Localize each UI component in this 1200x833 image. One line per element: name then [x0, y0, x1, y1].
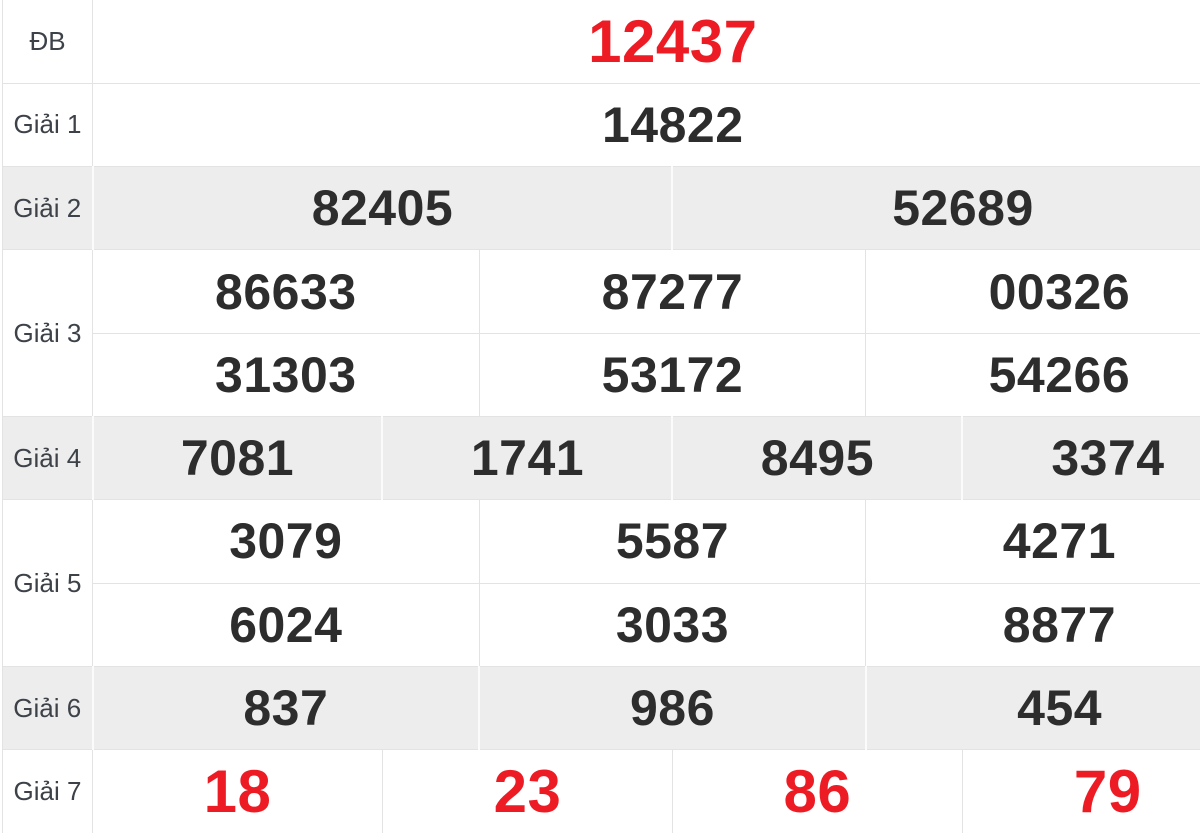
prize-number: 86633 [92, 249, 480, 334]
prize-number: 14822 [91, 82, 1200, 167]
prize-row-giai-7: Giải 7 18 23 86 79 [2, 749, 1200, 833]
prize-row-giai-4: Giải 4 7081 1741 8495 3374 [2, 415, 1200, 500]
prize-number-giai-7: 18 [92, 749, 383, 833]
prize-number: 31303 [92, 332, 480, 417]
prize-number: 6024 [92, 582, 480, 667]
row-label-db: ĐB [2, 0, 93, 84]
prize-row-giai-2: Giải 2 82405 52689 [2, 166, 1200, 250]
prize-row-giai-3: Giải 3 86633 87277 00326 [2, 249, 1200, 417]
prize-row-giai-3b: 31303 53172 54266 [3, 332, 1200, 417]
row-label-giai-2: Giải 2 [2, 166, 93, 250]
row-label-giai-7: Giải 7 [2, 749, 93, 833]
prize-number: 54266 [865, 332, 1200, 417]
row-label-giai-6: Giải 6 [2, 665, 93, 750]
prize-row-db: ĐB 12437 [2, 0, 1200, 84]
prize-row-giai-6: Giải 6 837 986 454 [2, 665, 1200, 750]
prize-number: 3079 [92, 499, 480, 584]
prize-number: 4271 [865, 499, 1200, 584]
prize-row-giai-5b: 6024 3033 8877 [3, 582, 1200, 667]
prize-number: 8877 [865, 582, 1200, 667]
prize-number: 3033 [478, 582, 866, 667]
prize-number: 82405 [91, 166, 673, 250]
prize-number: 52689 [671, 166, 1200, 250]
prize-number: 87277 [478, 249, 866, 334]
prize-number: 7081 [91, 415, 383, 500]
prize-number: 1741 [381, 415, 673, 500]
prize-number: 3374 [961, 415, 1200, 500]
prize-number: 53172 [478, 332, 866, 417]
prize-number: 837 [91, 665, 480, 750]
prize-number: 986 [478, 665, 866, 750]
prize-row-giai-1: Giải 1 14822 [2, 82, 1200, 167]
row-label-giai-5: Giải 5 [2, 499, 93, 667]
row-label-giai-4: Giải 4 [2, 415, 93, 500]
prize-row-giai-5: Giải 5 3079 5587 4271 [2, 499, 1200, 667]
prize-number-giai-7: 86 [671, 749, 963, 833]
row-label-giai-1: Giải 1 [2, 82, 93, 167]
prize-number-giai-7: 79 [961, 749, 1200, 833]
prize-number: 8495 [671, 415, 963, 500]
prize-number: 5587 [478, 499, 866, 584]
prize-number: 00326 [865, 249, 1200, 334]
row-label-giai-3: Giải 3 [2, 249, 93, 417]
prize-number-giai-7: 23 [381, 749, 673, 833]
prize-number-db: 12437 [91, 0, 1200, 84]
prize-number: 454 [864, 665, 1200, 750]
